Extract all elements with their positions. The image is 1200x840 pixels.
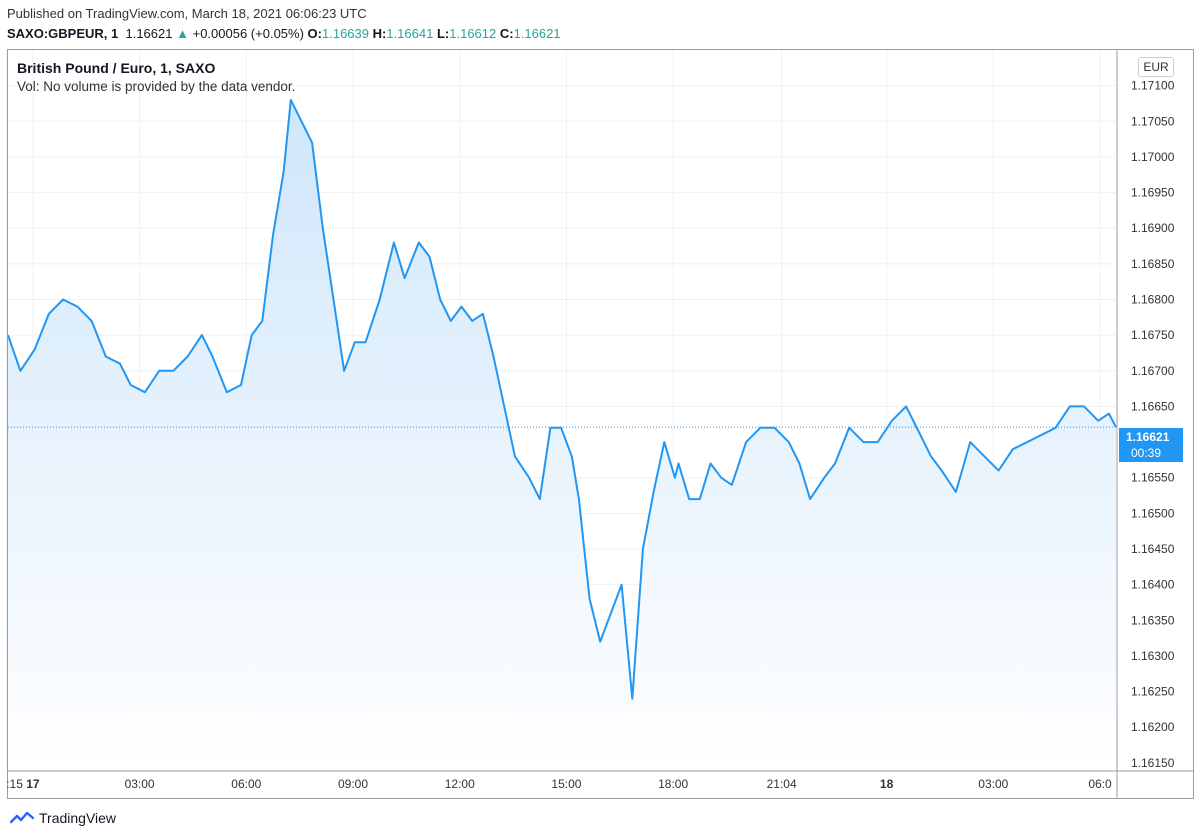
x-tick-label: 03:00 xyxy=(125,777,155,791)
y-tick-label: 1.16450 xyxy=(1131,542,1175,556)
y-tick-label: 1.16400 xyxy=(1131,578,1175,592)
y-tick-label: 1.16300 xyxy=(1131,649,1175,663)
y-tick-label: 1.16500 xyxy=(1131,506,1175,520)
volume-notice: Vol: No volume is provided by the data v… xyxy=(17,79,296,94)
y-tick-label: 1.16200 xyxy=(1131,720,1175,734)
y-tick-label: 1.17100 xyxy=(1131,79,1175,93)
x-tick-label: 18:00 xyxy=(658,777,688,791)
x-tick-label: 06:00 xyxy=(231,777,261,791)
close-label: C: xyxy=(499,26,514,41)
open-value: 1.16639 xyxy=(322,26,369,41)
y-tick-label: 1.16700 xyxy=(1131,364,1175,378)
chart-legend-title: British Pound / Euro, 1, SAXO xyxy=(17,60,216,76)
close-value: 1.16621 xyxy=(513,26,561,41)
low-value: 1.16612 xyxy=(449,26,497,41)
x-tick-label: 12:00 xyxy=(445,777,475,791)
high-label: H: xyxy=(372,26,387,41)
current-price-label: 1.16621 xyxy=(1126,430,1170,444)
open-label: O: xyxy=(307,26,322,41)
chart-frame[interactable] xyxy=(7,49,1194,799)
y-tick-label: 1.16650 xyxy=(1131,399,1175,413)
price-line-series xyxy=(7,98,1117,700)
last-price: 1.16621 xyxy=(125,26,173,41)
y-tick-label: 1.17000 xyxy=(1131,150,1175,164)
symbol-name[interactable]: SAXO:GBPEUR, 1 xyxy=(7,26,119,41)
brand-label: TradingView xyxy=(39,810,117,826)
x-tick-label: 15:00 xyxy=(551,777,581,791)
y-tick-label: 1.16150 xyxy=(1131,756,1175,770)
bar-countdown: 00:39 xyxy=(1131,446,1162,460)
x-tick-label: 09:00 xyxy=(338,777,368,791)
y-tick-label: 1.16250 xyxy=(1131,685,1175,699)
x-tick-label: :15 xyxy=(6,777,23,791)
y-tick-label: 1.16550 xyxy=(1131,471,1175,485)
y-tick-label: 1.17050 xyxy=(1131,114,1175,128)
symbol-info-bar: SAXO:GBPEUR, 1 1.16621 ▲ +0.00056 (+0.05… xyxy=(7,26,561,41)
tradingview-logo-icon xyxy=(10,811,34,824)
x-tick-label: 06:0 xyxy=(1088,777,1112,791)
x-tick-label: 21:04 xyxy=(767,777,797,791)
y-tick-label: 1.16350 xyxy=(1131,613,1175,627)
published-caption: Published on TradingView.com, March 18, … xyxy=(7,6,367,21)
y-tick-label: 1.16800 xyxy=(1131,293,1175,307)
y-tick-label: 1.16750 xyxy=(1131,328,1175,342)
tradingview-logo[interactable]: TradingView xyxy=(10,810,116,826)
price-area-fill xyxy=(8,99,1116,770)
x-tick-label: 03:00 xyxy=(978,777,1008,791)
x-tick-label: 18 xyxy=(880,777,894,791)
currency-button[interactable]: EUR xyxy=(1138,57,1174,77)
low-label: L: xyxy=(436,26,450,41)
y-tick-label: 1.16950 xyxy=(1131,186,1175,200)
y-tick-label: 1.16850 xyxy=(1131,257,1175,271)
up-arrow-icon: ▲ xyxy=(176,26,189,41)
x-tick-label: 17 xyxy=(26,777,40,791)
y-tick-label: 1.16900 xyxy=(1131,221,1175,235)
current-price-badge: 1.16621 00:39 xyxy=(1119,428,1183,462)
price-change: +0.00056 (+0.05%) xyxy=(192,26,304,41)
high-value: 1.16641 xyxy=(386,26,434,41)
